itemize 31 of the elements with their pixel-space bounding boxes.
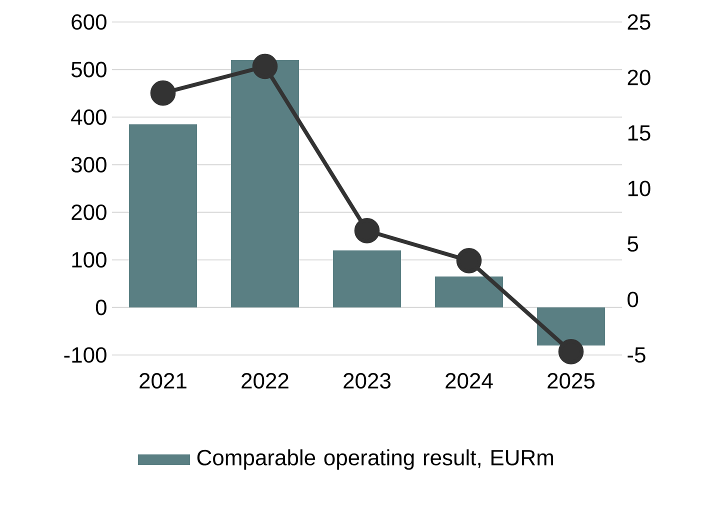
x-tick-label: 2024 — [446, 373, 493, 389]
y2-tick-label: 25 — [628, 14, 650, 30]
point — [354, 218, 380, 244]
bar — [435, 276, 504, 308]
bar — [333, 250, 402, 308]
y2-tick-label: 20 — [628, 70, 650, 86]
x-tick-label: 2023 — [344, 373, 391, 389]
y-tick-label: 100 — [72, 252, 106, 268]
point — [456, 248, 482, 274]
y2-tick-label: 15 — [628, 125, 650, 141]
point — [252, 54, 278, 80]
y2-tick-label: 10 — [628, 180, 650, 196]
y2-tick-label: 0 — [628, 292, 638, 308]
y-tick-label: 500 — [71, 62, 106, 78]
y-tick-label: 200 — [72, 204, 106, 220]
bar — [537, 307, 606, 346]
y-tick-label: 600 — [72, 14, 106, 30]
y2-tick-label: -5 — [628, 347, 646, 363]
y-tick-label: 300 — [71, 156, 106, 172]
y-tick-label: 400 — [71, 109, 106, 125]
point — [558, 339, 584, 364]
x-tick-label: 2025 — [548, 373, 595, 389]
y2-tick-label: 5 — [628, 236, 638, 252]
x-tick-label: 2021 — [140, 373, 186, 389]
legend-label: Comparable operating result, EURm — [197, 449, 554, 470]
y-tick-label: 0 — [96, 300, 106, 316]
x-tick-label: 2022 — [242, 373, 288, 389]
bar — [129, 124, 198, 308]
bar — [231, 60, 300, 308]
point — [150, 80, 176, 106]
y-tick-label: -100 — [64, 347, 106, 363]
